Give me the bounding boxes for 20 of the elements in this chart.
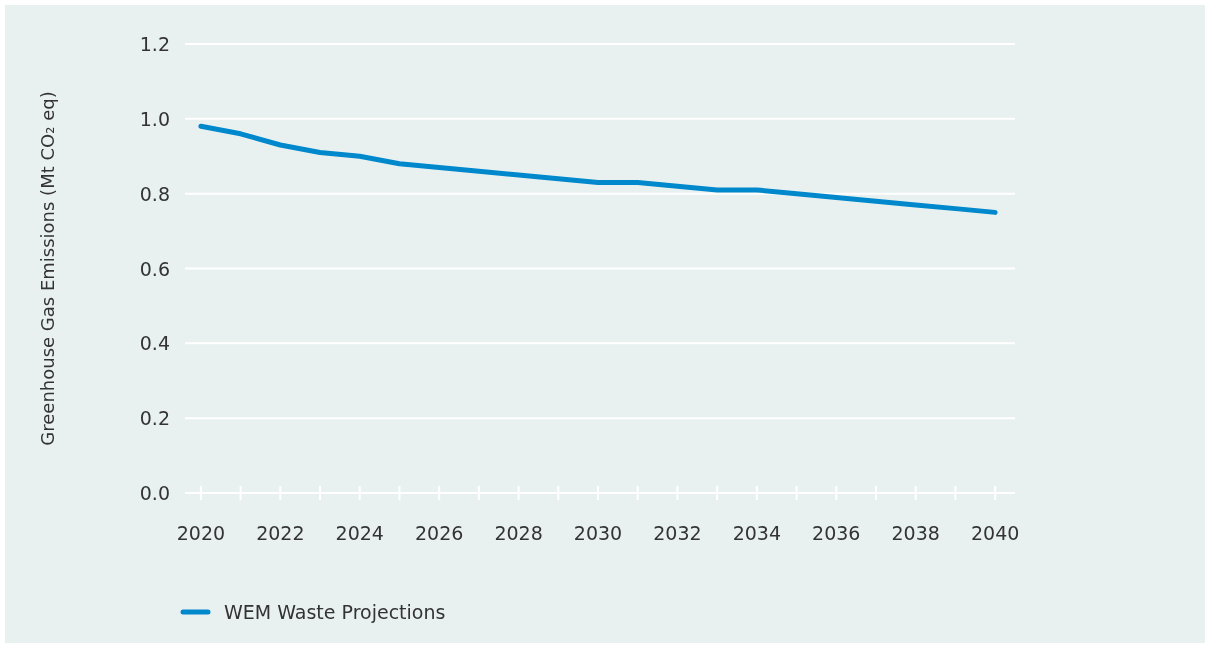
y-tick-label: 0.8 [139,182,170,205]
x-tick-label: 2026 [414,522,464,544]
x-tick-label: 2040 [970,522,1020,544]
y-tick-label: 0.2 [139,407,170,430]
x-tick-label: 2028 [494,522,543,544]
legend-label: WEM Waste Projections [224,601,446,623]
x-tick-label: 2022 [256,522,305,544]
y-tick-label: 1.2 [139,33,170,55]
x-tick-label: 2036 [812,522,861,544]
x-tick-label: 2024 [335,522,384,544]
x-tick-label: 2020 [176,522,226,544]
y-tick-label: 0.4 [139,332,170,355]
y-tick-label: 0.0 [139,482,170,504]
y-tick-label: 0.6 [139,257,170,280]
x-tick-label: 2030 [573,522,623,544]
x-tick-label: 2032 [653,522,702,544]
x-tick-label: 2034 [732,522,782,544]
y-tick-label: 1.0 [139,107,170,130]
y-axis-title: Greenhouse Gas Emissions (Mt CO₂ eq) [37,91,58,446]
x-tick-label: 2038 [891,522,940,544]
